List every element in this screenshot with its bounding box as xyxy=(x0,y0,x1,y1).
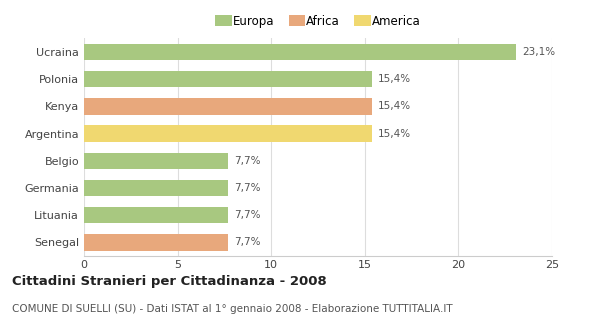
Bar xyxy=(84,98,372,115)
Text: 7,7%: 7,7% xyxy=(234,183,260,193)
Text: 7,7%: 7,7% xyxy=(234,156,260,166)
Bar xyxy=(84,207,228,223)
Bar xyxy=(84,44,517,60)
Text: Cittadini Stranieri per Cittadinanza - 2008: Cittadini Stranieri per Cittadinanza - 2… xyxy=(12,275,327,288)
Text: 7,7%: 7,7% xyxy=(234,237,260,247)
Text: 15,4%: 15,4% xyxy=(378,74,411,84)
Bar xyxy=(84,125,372,142)
Bar xyxy=(84,180,228,196)
Text: COMUNE DI SUELLI (SU) - Dati ISTAT al 1° gennaio 2008 - Elaborazione TUTTITALIA.: COMUNE DI SUELLI (SU) - Dati ISTAT al 1°… xyxy=(12,304,452,314)
Text: 7,7%: 7,7% xyxy=(234,210,260,220)
Text: 15,4%: 15,4% xyxy=(378,101,411,111)
Bar xyxy=(84,234,228,251)
Legend: Europa, Africa, America: Europa, Africa, America xyxy=(215,15,421,28)
Bar xyxy=(84,71,372,87)
Text: 23,1%: 23,1% xyxy=(522,47,555,57)
Bar xyxy=(84,153,228,169)
Text: 15,4%: 15,4% xyxy=(378,129,411,139)
